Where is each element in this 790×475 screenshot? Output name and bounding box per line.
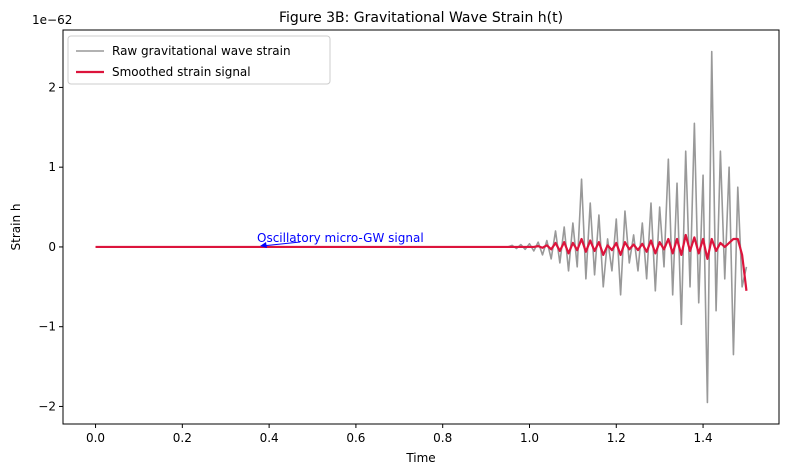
annotation-arrowhead (260, 242, 267, 248)
series-line (95, 50, 748, 404)
x-tick-label: 0.4 (260, 431, 279, 445)
y-tick-label: 2 (48, 80, 56, 94)
y-tick-label: −1 (38, 320, 56, 334)
x-tick-label: 0.6 (346, 431, 365, 445)
x-tick-label: 1.4 (694, 431, 713, 445)
y-tick-label: 1 (48, 160, 56, 174)
series-line (95, 233, 748, 291)
legend-box (67, 35, 331, 85)
annotation: Oscillatory micro-GW signal (257, 231, 424, 245)
x-tick-label: 1.2 (607, 431, 626, 445)
y-tick-label: 0 (48, 240, 56, 254)
legend-label: Raw gravitational wave strain (112, 44, 291, 58)
y-axis-label: Strain h (9, 204, 23, 251)
x-tick-label: 0.0 (86, 431, 105, 445)
x-tick-label: 1.0 (520, 431, 539, 445)
plot-frame (62, 29, 780, 425)
y-tick-label: −2 (38, 399, 56, 413)
chart-title: Figure 3B: Gravitational Wave Strain h(t… (279, 10, 563, 26)
annotation-arrow (261, 241, 301, 247)
x-tick-label: 0.2 (173, 431, 192, 445)
x-axis-label: Time (405, 451, 435, 465)
legend-label: Smoothed strain signal (112, 65, 251, 79)
y-offset-label: 1e−62 (32, 13, 72, 27)
x-tick-label: 0.8 (433, 431, 452, 445)
